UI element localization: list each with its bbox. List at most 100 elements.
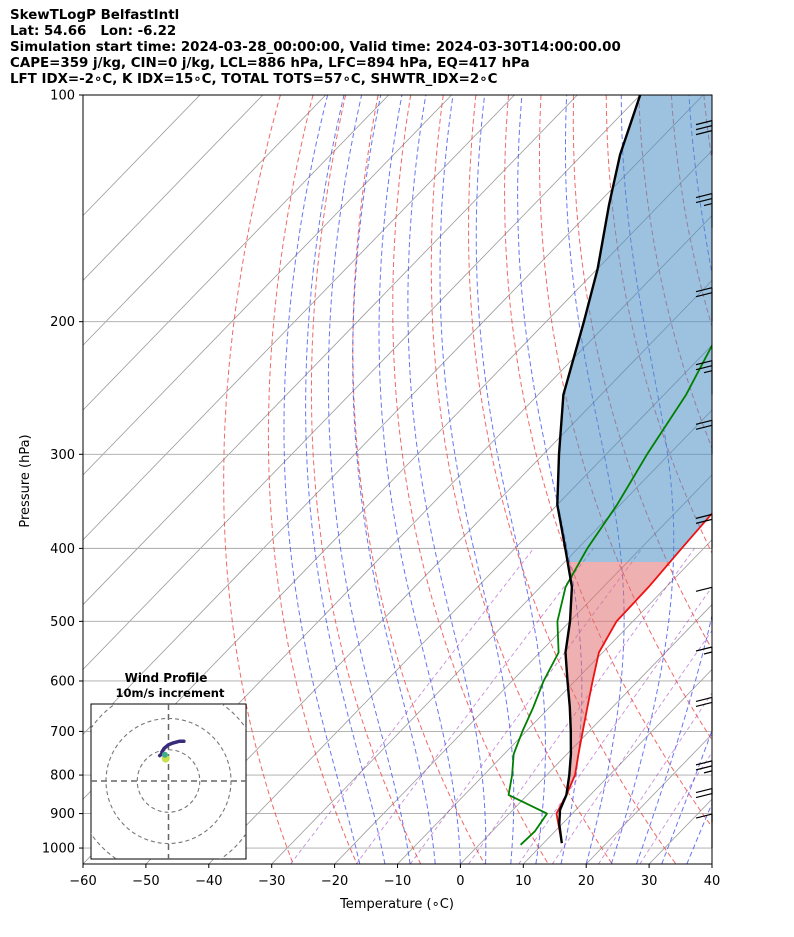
dry-adiabat-line — [430, 95, 613, 864]
x-tick-label: 0 — [456, 874, 464, 889]
barb-flag — [695, 586, 713, 592]
isotherm-line — [460, 604, 712, 864]
y-tick-label: 300 — [50, 448, 75, 463]
y-axis-label: Pressure (hPa) — [18, 434, 33, 527]
dry-adiabat-line — [572, 95, 712, 651]
barb-flag — [695, 130, 713, 136]
barb-flag — [695, 287, 713, 293]
wind-barb — [695, 287, 713, 322]
moist-adiabat-line — [661, 729, 712, 864]
barb-flag — [695, 125, 713, 131]
x-tick-label: 10 — [515, 874, 532, 889]
y-tick-label: 800 — [50, 769, 75, 784]
wind-barbs — [695, 120, 713, 849]
isotherm-line — [397, 539, 712, 864]
isotherm-line — [83, 95, 578, 606]
shaded-area — [557, 95, 712, 562]
wind-barb — [695, 419, 713, 455]
dry-adiabat-line — [267, 95, 358, 864]
barb-flag — [695, 513, 713, 519]
dry-adiabat-line — [310, 95, 422, 864]
x-axis-label: Temperature (∘C) — [339, 897, 454, 912]
wind-barb — [695, 646, 713, 681]
isotherm-line — [83, 95, 327, 346]
barb-flag — [695, 360, 713, 366]
barb-flag — [695, 765, 713, 771]
x-tick-label: 30 — [641, 874, 658, 889]
mixing-ratio-line — [518, 586, 712, 864]
y-tick-label: 600 — [50, 674, 75, 689]
isotherm-line — [83, 95, 515, 541]
moist-adiabat-line — [636, 95, 712, 864]
barb-flag — [695, 120, 713, 126]
temperature-line — [555, 512, 712, 844]
parcel-path-line — [556, 95, 642, 844]
hodograph-trace — [157, 739, 186, 758]
isotherm-line — [83, 95, 264, 281]
dry-adiabat-line — [352, 95, 485, 864]
mixing-ratio-line — [639, 751, 712, 864]
x-tick-label: 20 — [578, 874, 595, 889]
x-tick-label: −20 — [321, 874, 348, 889]
y-tick-label: 200 — [50, 315, 75, 330]
dewpoint-line — [507, 343, 712, 846]
hodograph-lowlevel-point — [161, 751, 168, 758]
isotherm-line — [83, 95, 704, 735]
mixing-ratio-line — [468, 548, 695, 864]
isotherm-line — [145, 279, 712, 864]
barb-flag — [695, 787, 713, 794]
moist-adiabat-line — [439, 95, 515, 864]
simulation-times: Simulation start time: 2024-03-28_00:00:… — [10, 40, 621, 55]
y-tick-label: 1000 — [42, 842, 75, 857]
y-tick-label: 400 — [50, 542, 75, 557]
mixing-ratio-line — [410, 548, 643, 864]
isotherm-line — [83, 95, 389, 411]
moist-adiabat-line — [305, 95, 386, 864]
hodograph-ring — [105, 717, 232, 845]
moist-adiabat-line — [517, 95, 583, 864]
moist-adiabat-line — [686, 802, 712, 864]
barb-flag — [695, 813, 713, 819]
stability-parameters: CAPE=359 j/kg, CIN=0 j/kg, LCL=886 hPa, … — [10, 56, 530, 71]
moist-adiabat-line — [475, 95, 546, 864]
moist-adiabat-line — [378, 95, 461, 864]
profile-lines — [507, 95, 712, 846]
x-tick-label: −10 — [384, 874, 411, 889]
wind-barb — [695, 586, 713, 622]
barb-flag — [695, 424, 713, 430]
isotherm-line — [271, 409, 712, 864]
x-tick-label: 40 — [704, 874, 721, 889]
barb-half-flag — [703, 651, 713, 655]
y-tick-label: 700 — [50, 725, 75, 740]
dry-adiabat-line — [737, 95, 794, 864]
chart-axes: −60 −50 −40 −30 −20 −10 0 10 20 30 40 100 200 300 400 5… — [42, 89, 720, 890]
wind-barb — [695, 360, 713, 395]
barb-flag — [695, 198, 713, 204]
barb-flag — [695, 792, 713, 799]
wind-barb — [695, 513, 713, 549]
moist-adiabat-line — [352, 95, 436, 864]
dry-adiabat-line — [504, 95, 712, 828]
hodograph-inset: Wind Profile 10m/s increment — [90, 671, 247, 860]
barb-flag — [695, 696, 713, 702]
dry-adiabat-line — [769, 95, 794, 864]
stability-indices: LFT IDX=-2∘C, K IDX=15∘C, TOTAL TOTS=57∘… — [10, 72, 498, 87]
chart-header: SkewTLogP BelfastIntl Lat: 54.66 Lon: -6… — [10, 8, 621, 88]
y-tick-label: 500 — [50, 615, 75, 630]
y-tick-label: 900 — [50, 807, 75, 822]
barb-flag — [695, 193, 713, 199]
mixing-ratio-line — [355, 548, 594, 864]
mixing-ratio-line — [290, 548, 535, 864]
dry-adiabat-line — [392, 95, 549, 864]
mixing-ratio-line — [598, 692, 712, 864]
x-tick-label: −60 — [69, 874, 96, 889]
wind-barb — [695, 696, 713, 732]
hodograph-title: Wind Profile — [125, 671, 208, 685]
x-tick-label: −40 — [195, 874, 222, 889]
dry-adiabat-line — [703, 95, 712, 164]
isotherm-line — [83, 95, 641, 671]
chart-title: SkewTLogP BelfastIntl — [10, 8, 180, 23]
dry-adiabat-line — [223, 95, 294, 864]
dry-adiabat-line — [468, 95, 677, 864]
